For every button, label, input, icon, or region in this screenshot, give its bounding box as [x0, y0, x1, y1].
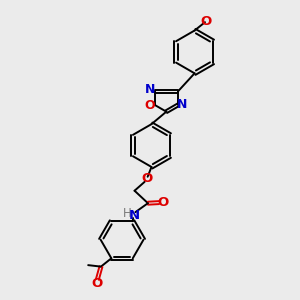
- Text: N: N: [177, 98, 188, 111]
- Text: O: O: [157, 196, 168, 209]
- Text: O: O: [144, 99, 155, 112]
- Text: O: O: [201, 14, 212, 28]
- Text: H: H: [123, 207, 132, 220]
- Text: O: O: [141, 172, 153, 185]
- Text: N: N: [129, 208, 140, 222]
- Text: O: O: [92, 277, 103, 290]
- Text: N: N: [145, 83, 155, 96]
